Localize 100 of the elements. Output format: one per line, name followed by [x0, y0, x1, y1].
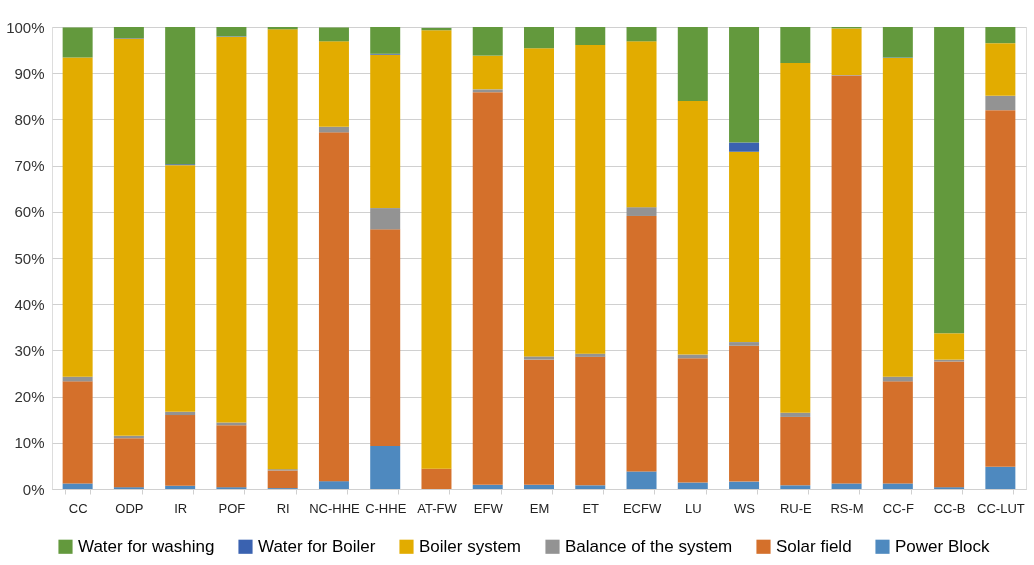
- bar: [216, 36, 247, 423]
- legend-label: Power Block: [895, 536, 990, 556]
- legend-label: Balance of the system: [565, 536, 733, 556]
- x-tick-label: NC-HHE: [309, 500, 361, 516]
- x-tick-label: LU: [684, 500, 702, 516]
- bar: [626, 471, 657, 489]
- bar: [165, 411, 196, 416]
- y-tick-label: 20%: [14, 388, 45, 406]
- legend-label: Water for washing: [78, 536, 215, 556]
- bar: [472, 27, 503, 56]
- bar: [113, 38, 144, 436]
- bar: [729, 142, 760, 152]
- bar: [370, 208, 401, 230]
- bar: [62, 57, 93, 377]
- bar: [524, 484, 554, 489]
- bar: [575, 45, 606, 354]
- bar: [882, 57, 913, 377]
- bar: [780, 412, 811, 417]
- bar: [626, 41, 657, 208]
- bar: [165, 485, 196, 489]
- bar: [575, 353, 606, 357]
- bar: [626, 215, 657, 472]
- bar: [985, 466, 1016, 489]
- bar: [677, 482, 708, 489]
- bar: [421, 30, 452, 469]
- bar: [729, 342, 760, 346]
- bar: [882, 483, 913, 489]
- bar: [421, 468, 452, 489]
- y-tick-label: 60%: [14, 203, 45, 221]
- bar: [934, 27, 965, 334]
- y-tick-label: 90%: [14, 64, 45, 82]
- bar: [472, 55, 503, 90]
- x-tick-label: ECFW: [622, 500, 662, 516]
- bar: [216, 27, 247, 37]
- x-tick-label: IR: [174, 500, 188, 516]
- bar: [318, 27, 349, 42]
- bar: [318, 481, 349, 489]
- y-tick-label: 70%: [14, 157, 45, 175]
- x-tick-label: RS-M: [830, 500, 864, 516]
- x-tick-label: CC-B: [933, 500, 966, 516]
- bar: [318, 132, 349, 482]
- x-tick-label: POF: [218, 500, 246, 516]
- bar: [780, 416, 811, 486]
- x-tick-label: EFW: [473, 500, 504, 516]
- bar: [370, 27, 401, 54]
- bar: [165, 27, 196, 165]
- bar: [729, 27, 760, 143]
- y-tick-label: 80%: [14, 110, 45, 128]
- bar: [62, 381, 93, 484]
- bar: [524, 359, 554, 485]
- bar: [985, 95, 1016, 111]
- x-tick-label: ET: [582, 500, 600, 516]
- bar: [677, 27, 708, 101]
- bar: [729, 151, 760, 343]
- bar: [934, 361, 965, 488]
- bar: [780, 63, 811, 413]
- bar: [729, 481, 760, 489]
- bar: [934, 333, 965, 360]
- bar: [831, 28, 862, 76]
- y-tick-label: 30%: [14, 341, 45, 359]
- bar: [780, 27, 811, 64]
- bar: [370, 229, 401, 447]
- bar: [216, 425, 247, 488]
- bar: [472, 92, 503, 485]
- bar: [524, 48, 554, 357]
- x-tick-label: RU-E: [779, 500, 813, 516]
- bar: [524, 27, 554, 49]
- x-tick-label: CC-LUT: [977, 500, 1025, 516]
- bar: [267, 470, 298, 489]
- x-tick-label: C-HHE: [365, 500, 407, 516]
- bar: [575, 485, 606, 489]
- bar: [165, 415, 196, 486]
- bar: [985, 43, 1016, 96]
- bar: [780, 485, 811, 489]
- bar: [985, 27, 1016, 44]
- x-tick-label: AT-FW: [417, 500, 458, 516]
- bar: [472, 484, 503, 489]
- y-tick-label: 10%: [14, 434, 45, 452]
- x-tick-label: CC: [68, 500, 88, 516]
- bar: [831, 483, 862, 489]
- legend-label: Solar field: [776, 536, 852, 556]
- bar: [575, 27, 606, 46]
- y-tick-label: 40%: [14, 295, 45, 313]
- bar: [216, 422, 247, 426]
- y-tick-label: 100%: [6, 18, 45, 36]
- bar: [113, 438, 144, 488]
- x-tick-label: WS: [734, 500, 756, 516]
- bar: [882, 27, 913, 58]
- bar: [318, 126, 349, 133]
- bar: [62, 27, 93, 58]
- x-tick-label: ODP: [115, 500, 144, 516]
- legend-label: Water for Boiler: [258, 536, 376, 556]
- bar: [626, 207, 657, 216]
- bar: [472, 89, 503, 93]
- bar: [729, 345, 760, 482]
- bar: [831, 75, 862, 484]
- bar: [370, 54, 401, 209]
- bar: [677, 358, 708, 483]
- bar: [524, 356, 554, 360]
- y-tick-label: 0%: [22, 480, 45, 498]
